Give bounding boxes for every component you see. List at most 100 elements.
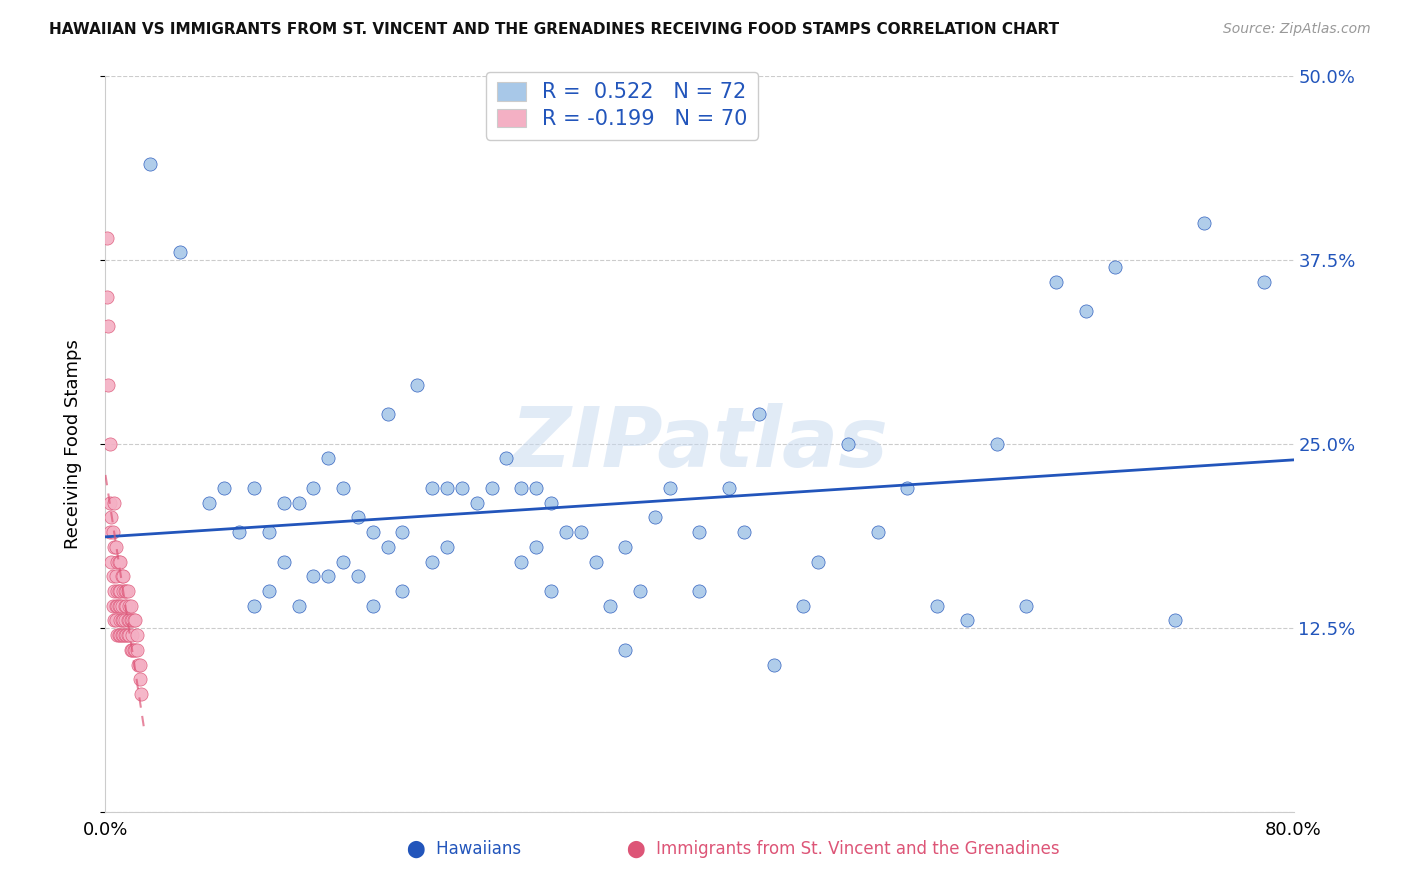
Point xyxy=(104,540,127,554)
Point xyxy=(316,451,339,466)
Point xyxy=(644,510,666,524)
Point xyxy=(127,657,149,672)
Point xyxy=(420,554,443,569)
Point xyxy=(481,481,503,495)
Point xyxy=(105,584,128,599)
Point xyxy=(198,496,221,510)
Point xyxy=(450,481,472,495)
Point xyxy=(866,524,889,539)
Point xyxy=(243,599,266,613)
Point xyxy=(332,481,354,495)
Point xyxy=(117,614,139,628)
Point xyxy=(125,628,148,642)
Point xyxy=(1104,260,1126,275)
Point xyxy=(465,496,488,510)
Point xyxy=(104,614,127,628)
Point xyxy=(129,687,152,701)
Point xyxy=(733,524,755,539)
Point xyxy=(117,584,139,599)
Point xyxy=(718,481,741,495)
Point xyxy=(101,569,124,583)
Point xyxy=(98,524,121,539)
Point xyxy=(524,540,547,554)
Text: Source: ZipAtlas.com: Source: ZipAtlas.com xyxy=(1223,22,1371,37)
Point xyxy=(510,481,533,495)
Point xyxy=(689,524,711,539)
Point xyxy=(391,584,413,599)
Point xyxy=(97,318,120,333)
Point xyxy=(101,599,124,613)
Point xyxy=(118,628,141,642)
Point xyxy=(540,496,562,510)
Point xyxy=(124,642,146,657)
Point xyxy=(105,554,128,569)
Point xyxy=(273,554,295,569)
Point xyxy=(110,614,132,628)
Point xyxy=(114,599,136,613)
Point xyxy=(569,524,592,539)
Point xyxy=(96,230,118,244)
Point xyxy=(120,642,142,657)
Point xyxy=(658,481,681,495)
Point xyxy=(108,628,131,642)
Point xyxy=(1194,216,1216,230)
Point xyxy=(110,628,132,642)
Point xyxy=(332,554,354,569)
Point xyxy=(361,524,384,539)
Y-axis label: Receiving Food Stamps: Receiving Food Stamps xyxy=(63,339,82,549)
Point xyxy=(114,584,136,599)
Point xyxy=(103,540,125,554)
Point xyxy=(120,614,142,628)
Point xyxy=(108,599,131,613)
Point xyxy=(111,569,134,583)
Point xyxy=(792,599,814,613)
Point xyxy=(124,614,146,628)
Point xyxy=(105,599,128,613)
Point xyxy=(361,599,384,613)
Point xyxy=(115,628,138,642)
Point xyxy=(121,628,143,642)
Point xyxy=(122,642,145,657)
Point xyxy=(114,628,136,642)
Point xyxy=(436,540,458,554)
Point xyxy=(121,614,143,628)
Point xyxy=(169,245,191,260)
Point xyxy=(377,540,399,554)
Point xyxy=(122,614,145,628)
Point xyxy=(118,599,141,613)
Point xyxy=(243,481,266,495)
Point xyxy=(101,524,124,539)
Point xyxy=(100,510,122,524)
Point xyxy=(112,614,135,628)
Point xyxy=(115,584,138,599)
Point xyxy=(104,599,127,613)
Point xyxy=(510,554,533,569)
Point xyxy=(287,496,309,510)
Point xyxy=(103,584,125,599)
Point xyxy=(117,628,139,642)
Point xyxy=(614,540,637,554)
Point xyxy=(1045,275,1067,289)
Point xyxy=(347,510,370,524)
Point xyxy=(128,673,150,687)
Text: ZIPatlas: ZIPatlas xyxy=(510,403,889,484)
Point xyxy=(628,584,651,599)
Text: ⬤  Immigrants from St. Vincent and the Grenadines: ⬤ Immigrants from St. Vincent and the Gr… xyxy=(627,840,1060,858)
Point xyxy=(110,554,132,569)
Point xyxy=(112,584,135,599)
Point xyxy=(436,481,458,495)
Point xyxy=(98,496,121,510)
Point xyxy=(689,584,711,599)
Point xyxy=(316,569,339,583)
Point xyxy=(111,628,134,642)
Point xyxy=(807,554,830,569)
Point xyxy=(108,554,131,569)
Point xyxy=(927,599,949,613)
Point xyxy=(103,496,125,510)
Point xyxy=(377,407,399,421)
Point xyxy=(100,554,122,569)
Point xyxy=(111,599,134,613)
Point xyxy=(115,599,138,613)
Point xyxy=(112,628,135,642)
Point xyxy=(302,569,325,583)
